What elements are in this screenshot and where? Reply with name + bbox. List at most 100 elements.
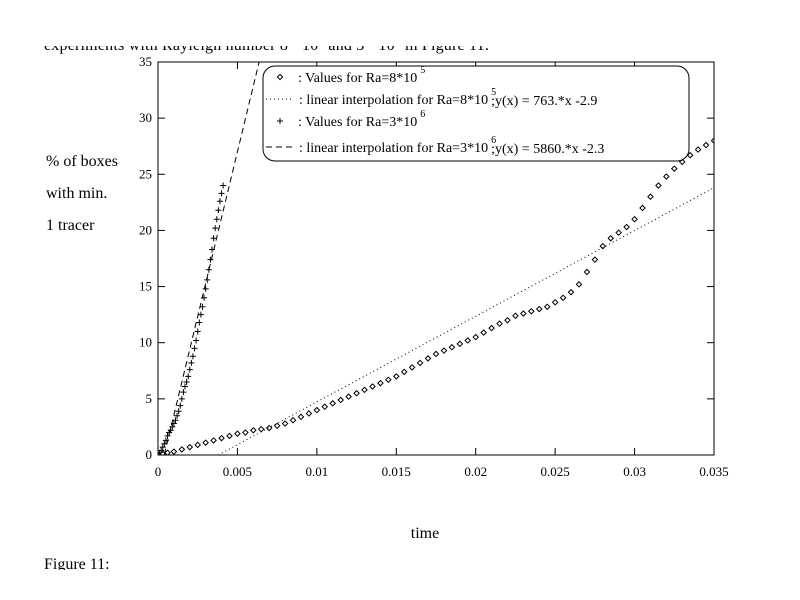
interpolation-line-ra-3e6: [163, 62, 260, 455]
x-tick-label: 0.03: [623, 464, 646, 479]
y-tick-label: 25: [139, 166, 152, 181]
page-header-text: experiments with Rayleigh number 8 · 10⁵…: [44, 37, 490, 54]
data-point-ra-3e6: [164, 432, 171, 439]
data-point-ra-8e5: [607, 234, 615, 242]
data-point-ra-8e5: [591, 256, 599, 263]
data-point-ra-8e5: [337, 396, 344, 404]
data-point-ra-8e5: [226, 432, 233, 440]
data-point-ra-3e6: [159, 444, 166, 451]
plot-area: 0 0.005 0.01 0.015 0.02 0.025 0.03 0.035 0 5 10 15 2…: [139, 54, 729, 479]
data-point-ra-8e5: [702, 141, 710, 149]
data-point-ra-3e6: [178, 395, 185, 402]
x-axis-label: time: [411, 525, 439, 542]
data-point-ra-3e6: [196, 319, 203, 326]
data-point-ra-8e5: [186, 443, 194, 451]
data-point-ra-8e5: [385, 376, 392, 384]
legend-entry-text: : Values for Ra=8*10: [298, 71, 417, 86]
x-tick-label: 0.02: [464, 464, 487, 479]
legend-entry-equation: ;y(x) = 5860.*x -2.3: [491, 142, 604, 157]
legend-entry-exponent: 5: [491, 87, 496, 98]
data-point-ra-3e6: [188, 359, 195, 366]
data-point-ra-8e5: [242, 429, 249, 436]
data-point-ra-3e6: [170, 420, 177, 427]
data-point-ra-8e5: [670, 165, 678, 172]
data-point-ra-8e5: [273, 422, 281, 430]
data-point-ra-8e5: [623, 223, 630, 231]
data-point-ra-8e5: [567, 288, 575, 296]
data-point-ra-8e5: [647, 193, 654, 201]
data-point-ra-3e6: [218, 190, 225, 197]
data-point-ra-8e5: [424, 355, 432, 362]
legend-entry-exponent: 5: [420, 65, 425, 76]
x-tick-label: 0: [155, 464, 162, 479]
y-axis-label-line-1: % of boxes: [46, 153, 118, 170]
data-point-ra-8e5: [250, 426, 257, 434]
data-point-ra-8e5: [520, 310, 527, 317]
data-point-ra-8e5: [416, 359, 424, 367]
data-point-ra-8e5: [361, 386, 368, 394]
data-point-ra-3e6: [162, 437, 169, 444]
data-point-ra-3e6: [209, 246, 216, 253]
y-tick-label: 35: [139, 54, 152, 69]
data-point-ra-8e5: [218, 434, 225, 442]
legend-entry-exponent: 6: [491, 135, 496, 146]
legend: : Values for Ra=8*105: linear interpolat…: [262, 65, 690, 162]
data-point-ra-3e6: [199, 303, 206, 310]
data-point-ra-8e5: [257, 425, 265, 433]
data-point-ra-8e5: [321, 403, 329, 411]
data-point-ra-3e6: [183, 379, 190, 386]
data-point-ra-8e5: [170, 448, 178, 455]
data-point-ra-8e5: [663, 173, 670, 180]
data-point-ra-3e6: [220, 182, 227, 189]
data-point-ra-3e6: [205, 266, 212, 273]
data-point-ra-3e6: [177, 402, 184, 409]
data-point-ra-8e5: [472, 333, 480, 341]
data-point-ra-8e5: [289, 416, 297, 424]
data-point-ra-3e6: [167, 427, 174, 434]
data-point-ra-8e5: [353, 389, 360, 397]
series-layer: [158, 62, 714, 455]
data-point-ra-3e6: [186, 366, 193, 373]
data-point-ra-3e6: [204, 276, 211, 283]
data-point-ra-3e6: [212, 225, 219, 232]
data-point-ra-8e5: [583, 268, 591, 276]
data-point-ra-3e6: [191, 345, 198, 352]
data-point-ra-8e5: [164, 449, 171, 455]
data-point-ra-3e6: [202, 285, 209, 292]
data-point-ra-8e5: [202, 439, 209, 446]
y-tick-label: 30: [139, 110, 152, 125]
data-point-ra-8e5: [512, 312, 519, 320]
legend-items: : Values for Ra=8*105: linear interpolat…: [266, 65, 604, 157]
data-point-ra-8e5: [678, 158, 686, 166]
x-tick-label: 0.005: [223, 464, 252, 479]
data-point-ra-8e5: [464, 337, 472, 344]
data-point-ra-8e5: [456, 340, 464, 348]
data-point-ra-8e5: [575, 281, 583, 288]
data-point-ra-3e6: [197, 311, 204, 318]
data-point-ra-8e5: [639, 204, 646, 212]
legend-marker-plus: [277, 118, 283, 124]
legend-box: [262, 65, 690, 162]
data-point-ra-8e5: [448, 343, 456, 351]
data-point-ra-3e6: [201, 294, 208, 301]
x-tick-label: 0.025: [541, 464, 570, 479]
data-point-ra-8e5: [710, 137, 714, 144]
legend-marker-diamond: [276, 73, 284, 81]
y-tick-label: 20: [139, 222, 152, 237]
data-point-ra-8e5: [400, 368, 408, 376]
y-tick-label: 0: [146, 447, 153, 462]
y-tick-label: 10: [139, 335, 152, 350]
data-point-ra-8e5: [297, 413, 305, 421]
data-point-ra-8e5: [655, 182, 662, 189]
legend-entry-text: : linear interpolation for Ra=8*10: [299, 93, 488, 108]
data-point-ra-8e5: [440, 347, 448, 354]
data-point-ra-8e5: [496, 320, 503, 327]
data-point-ra-8e5: [528, 307, 535, 315]
y-axis-label-line-2: with min.: [46, 185, 108, 202]
data-point-ra-8e5: [543, 303, 551, 311]
data-point-ra-3e6: [194, 328, 201, 335]
data-point-ra-3e6: [169, 423, 176, 430]
data-point-ra-3e6: [189, 353, 196, 360]
legend-entry-text: : Values for Ra=3*10: [298, 115, 417, 130]
